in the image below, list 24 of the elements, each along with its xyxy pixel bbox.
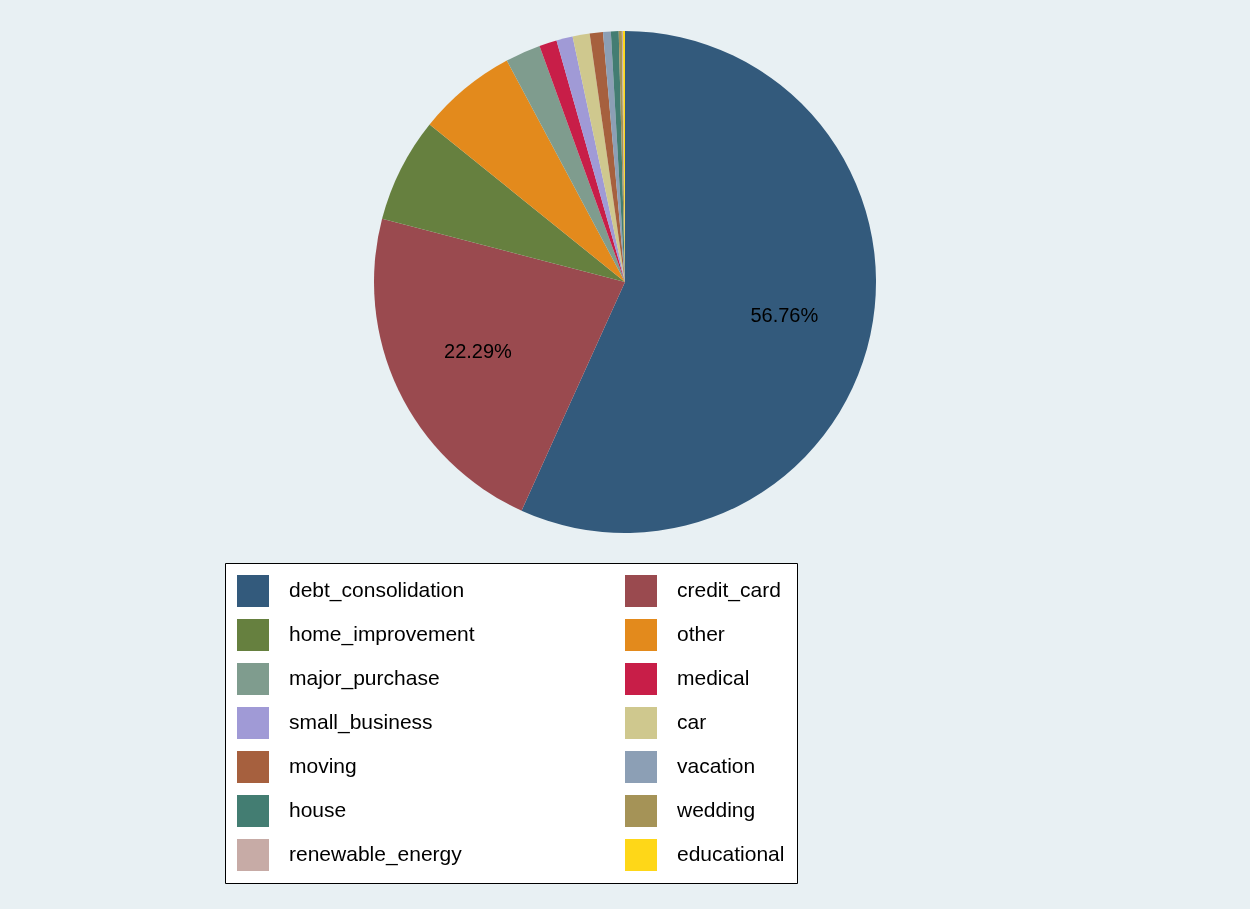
legend-label: major_purchase — [289, 666, 440, 690]
legend-label: educational — [677, 842, 785, 865]
legend-label: car — [677, 710, 707, 733]
legend-label: credit_card — [677, 578, 781, 602]
pie-slice — [374, 218, 625, 511]
legend-label: medical — [677, 666, 750, 689]
pie-slice — [382, 124, 625, 282]
pie-slice — [521, 31, 876, 533]
legend-label: home_improvement — [289, 622, 475, 646]
legend-label: moving — [289, 754, 357, 777]
pie-slice — [589, 31, 625, 282]
legend-label: vacation — [677, 754, 756, 777]
legend-label: renewable_energy — [289, 842, 463, 866]
data-label: 56.76% — [750, 304, 819, 327]
data-label: 22.29% — [444, 340, 513, 363]
pie-slice — [539, 40, 625, 282]
pie-slice — [506, 46, 625, 282]
legend-label: debt_consolidation — [289, 578, 465, 602]
pie-slice — [572, 33, 625, 282]
legend-label: house — [289, 798, 347, 821]
legend-label: wedding — [676, 798, 756, 821]
pie-slice — [429, 60, 625, 282]
legend-label: small_business — [289, 710, 433, 734]
legend-label: other — [677, 622, 725, 645]
